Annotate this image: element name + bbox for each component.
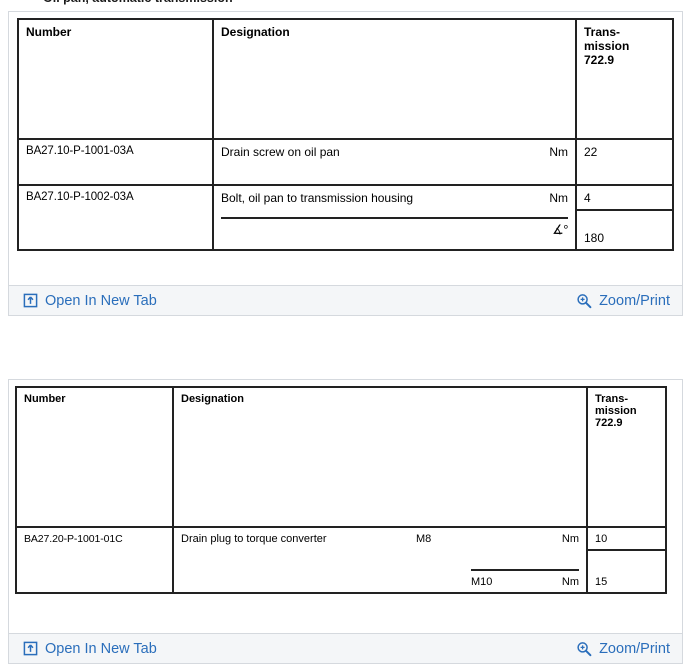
magnifier-plus-icon (576, 641, 592, 657)
table-row: BA27.20-P-1001-01C Drain plug to torque … (15, 526, 667, 594)
table-2-row-0-unit: Nm (561, 533, 579, 545)
table-1-row-1-designation: Bolt, oil pan to transmission housing (221, 191, 414, 205)
external-link-icon (23, 641, 38, 656)
table-row: M10 Nm 15 (16, 549, 667, 594)
table-1-row-1-unit: Nm (549, 191, 568, 205)
section-heading-clipped: Oil pan, automatic transmission (0, 0, 690, 11)
table-1-row-1-sub-unit: ∡° (552, 222, 568, 237)
zoom-print-label: Zoom/Print (599, 640, 670, 657)
table-1-row-1-value: 4 (575, 184, 674, 211)
table-1-row-0-designation: Drain screw on oil pan (221, 145, 340, 159)
magnifier-plus-icon (576, 293, 592, 309)
zoom-print-label: Zoom/Print (599, 292, 670, 309)
zoom-print-button-2[interactable]: Zoom/Print (576, 641, 670, 657)
table-row: BA27.10-P-1001-03A Drain screw on oil pa… (17, 138, 674, 186)
table-2-row-0-size: M8 (416, 533, 432, 545)
zoom-print-button-1[interactable]: Zoom/Print (576, 293, 670, 309)
table-1-row-0-number: BA27.10-P-1001-03A (17, 138, 214, 186)
table-2-row-0-number: BA27.20-P-1001-01C (15, 526, 174, 594)
table-2-header-value-line1: Trans- (595, 393, 629, 405)
table-row: BA27.10-P-1002-03A Bolt, oil pan to tran… (17, 184, 674, 251)
open-in-new-tab-button-2[interactable]: Open In New Tab (23, 641, 157, 657)
torque-spec-panel-2: Number Designation Trans- mission 722.9 … (8, 379, 683, 664)
table-1-row-1-designation-cell: Bolt, oil pan to transmission housing Nm (212, 184, 577, 210)
table-1-header-row: Number Designation Trans- mission 722.9 (17, 18, 674, 140)
table-row: ∡° 180 (18, 209, 674, 251)
table-1-header-value-line1: Trans- (584, 25, 621, 39)
panel-2-document-view: Number Designation Trans- mission 722.9 … (9, 380, 682, 634)
table-2-row-0-designation: Drain plug to torque converter (181, 533, 327, 545)
table-2-header-designation: Designation (172, 386, 588, 528)
open-in-new-tab-label: Open In New Tab (45, 292, 157, 309)
open-in-new-tab-label: Open In New Tab (45, 640, 157, 657)
table-2-row-0-designation-cell: Drain plug to torque converter M8 Nm (172, 526, 588, 550)
panel-2-toolbar: Open In New Tab Zoom/Print (9, 633, 682, 663)
table-2-header-value: Trans- mission 722.9 (586, 386, 667, 528)
panel-1-toolbar: Open In New Tab Zoom/Print (9, 285, 682, 315)
table-1-header-value-line2: mission (584, 39, 630, 53)
table-1-header-number: Number (17, 18, 214, 140)
torque-table-1: Number Designation Trans- mission 722.9 … (17, 18, 674, 251)
external-link-icon (23, 293, 38, 308)
table-2-row-0-sub-value: 15 (586, 549, 667, 594)
table-1-row-0-designation-cell: Drain screw on oil pan Nm (212, 138, 577, 186)
table-2-row-0-value: 10 (586, 526, 667, 551)
table-1-row-1-sub-cell: ∡° (212, 210, 577, 251)
open-in-new-tab-button-1[interactable]: Open In New Tab (23, 293, 157, 309)
table-2-header-row: Number Designation Trans- mission 722.9 (15, 386, 667, 528)
table-1-row-0-value: 22 (575, 138, 674, 186)
torque-table-2: Number Designation Trans- mission 722.9 … (15, 386, 667, 594)
torque-spec-panel-1: Number Designation Trans- mission 722.9 … (8, 11, 683, 316)
table-2-row-0-sub-unit: Nm (549, 569, 579, 588)
table-1-row-1-sub-value: 180 (575, 209, 674, 251)
table-1-row-1-number: BA27.10-P-1002-03A (17, 184, 214, 251)
table-1-header-value: Trans- mission 722.9 (575, 18, 674, 140)
table-2-header-number: Number (15, 386, 174, 528)
table-2-header-value-line3: 722.9 (595, 417, 623, 429)
table-2-row-0-sub-cell: M10 Nm (172, 550, 588, 594)
table-2-row-0-sub-size: M10 (471, 569, 549, 588)
table-1-header-value-line3: 722.9 (584, 53, 615, 67)
section-heading-text: Oil pan, automatic transmission (43, 0, 233, 5)
table-1-header-designation: Designation (212, 18, 577, 140)
table-2-header-value-line2: mission (595, 405, 637, 417)
table-1-row-0-unit: Nm (549, 145, 568, 159)
panel-1-document-view: Number Designation Trans- mission 722.9 … (9, 12, 682, 286)
